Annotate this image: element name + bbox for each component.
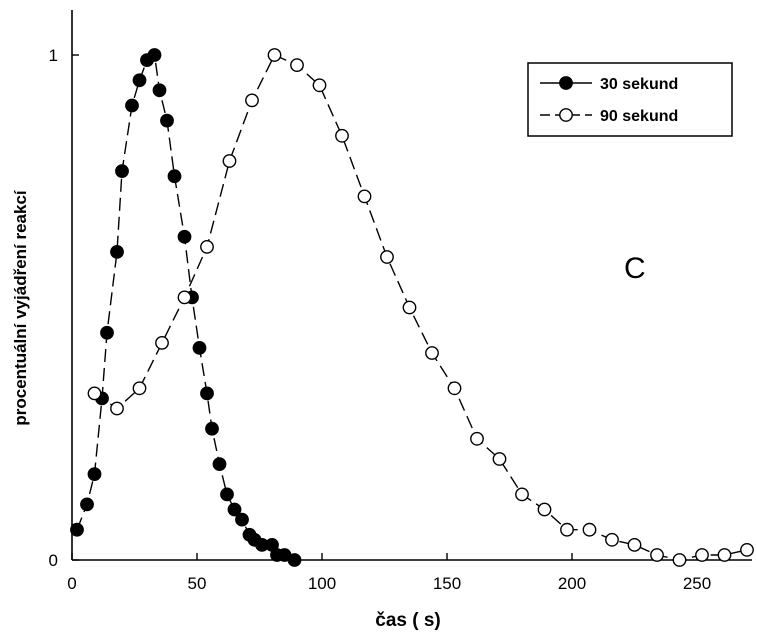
y-ticks: 01: [49, 46, 79, 570]
data-point: [155, 335, 169, 350]
y-tick-label: 0: [49, 551, 58, 570]
data-point: [537, 502, 552, 517]
data-point: [380, 250, 394, 264]
data-point: [70, 522, 84, 537]
data-point: [287, 553, 302, 567]
data-point: [80, 497, 94, 512]
data-point: [357, 189, 372, 204]
legend-label: 30 sekund: [600, 76, 678, 93]
data-point: [110, 401, 124, 416]
x-axis-title: čas ( s): [375, 610, 440, 631]
data-point: [147, 48, 162, 62]
data-point: [200, 386, 214, 401]
data-point: [605, 532, 619, 547]
data-point: [560, 522, 574, 537]
y-tick-label: 1: [49, 46, 58, 65]
data-point: [335, 128, 349, 143]
legend-box: [527, 62, 733, 137]
data-point: [235, 512, 249, 527]
y-axis-title: procentuální vyjádření reakcí: [11, 189, 30, 426]
series-line: [76, 53, 295, 561]
data-point: [160, 113, 174, 128]
x-tick-label: 250: [683, 574, 711, 593]
x-tick-label: 200: [558, 574, 586, 593]
data-point: [132, 73, 147, 88]
data-point: [87, 467, 102, 481]
data-point: [740, 543, 754, 557]
legend-marker: [559, 76, 573, 90]
x-tick-label: 50: [188, 574, 207, 593]
data-point: [492, 452, 507, 466]
panel-letter: C: [624, 252, 646, 285]
data-point: [200, 239, 214, 254]
data-point: [245, 93, 259, 108]
data-point: [470, 431, 484, 446]
data-point: [192, 340, 207, 355]
x-tick-label: 150: [433, 574, 461, 593]
data-point: [650, 548, 664, 562]
axes: [71, 10, 752, 561]
data-point: [177, 290, 192, 305]
data-point: [115, 164, 129, 179]
data-point: [177, 229, 192, 244]
data-point: [582, 522, 597, 537]
data-point: [100, 325, 114, 340]
data-point: [267, 48, 282, 62]
data-point: [132, 381, 147, 396]
series-2: [87, 48, 754, 567]
data-point: [212, 457, 227, 471]
data-point: [110, 244, 124, 259]
legend: 30 sekund 90 sekund: [527, 62, 733, 137]
legend-item-2: 90 sekund: [540, 108, 678, 125]
x-tick-label: 0: [67, 574, 76, 593]
data-point: [447, 381, 462, 396]
data-point: [222, 154, 237, 168]
x-tick-label: 100: [308, 574, 336, 593]
legend-items: 30 sekund 90 sekund: [540, 76, 678, 125]
data-point: [627, 538, 642, 552]
legend-item-1: 30 sekund: [540, 76, 678, 93]
legend-marker: [559, 108, 573, 122]
data-point: [695, 548, 709, 562]
series-layer: [70, 48, 754, 567]
data-point: [672, 553, 687, 567]
x-ticks: 0 50 100 150 200 250: [67, 553, 711, 593]
data-point: [515, 487, 529, 502]
data-point: [312, 78, 327, 93]
series-1: [70, 48, 302, 567]
data-point: [87, 386, 102, 401]
data-point: [717, 548, 732, 562]
data-point: [125, 98, 139, 113]
data-point: [227, 502, 242, 517]
data-point: [167, 169, 182, 184]
data-point: [425, 346, 439, 360]
data-point: [205, 421, 219, 436]
data-point: [220, 487, 234, 502]
legend-label: 90 sekund: [600, 108, 678, 125]
data-point: [290, 58, 304, 72]
data-point: [402, 300, 417, 315]
data-point: [152, 83, 167, 98]
